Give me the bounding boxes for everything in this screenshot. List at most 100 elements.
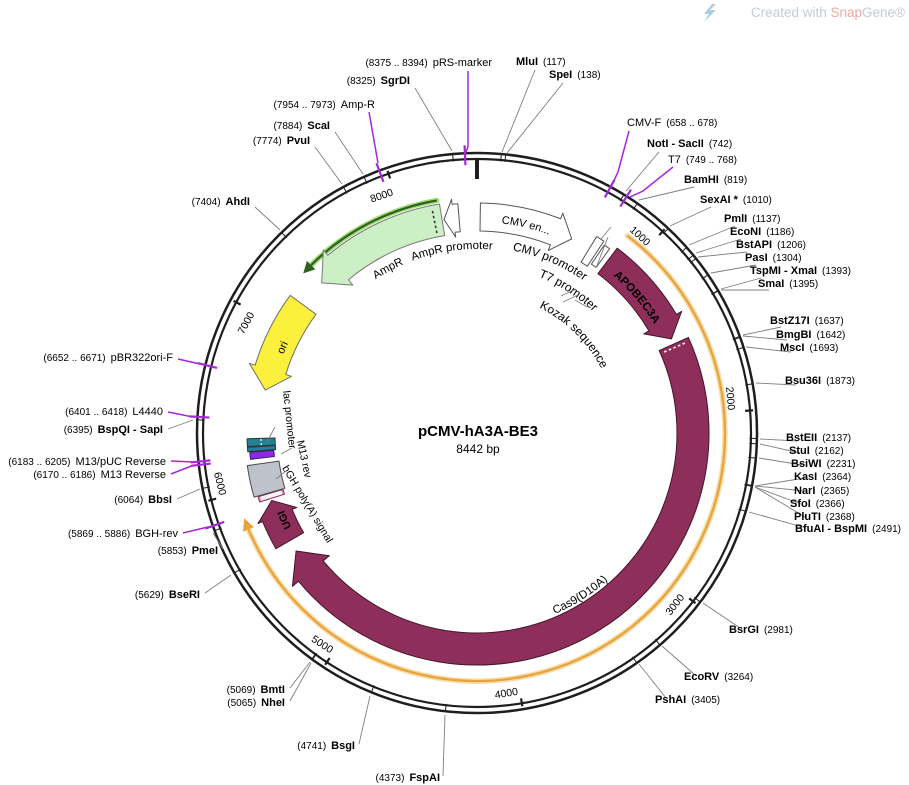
feature-apobec3a bbox=[597, 247, 683, 340]
enzyme-leader-line bbox=[754, 486, 802, 505]
site-label-pshai: PshAI (3405) bbox=[655, 694, 720, 706]
enzyme-site-tick bbox=[213, 527, 222, 532]
primer-leader-line bbox=[167, 411, 194, 418]
orf-fusion-line bbox=[247, 234, 727, 683]
scale-tick bbox=[324, 657, 331, 666]
primer-site-tick bbox=[204, 520, 225, 530]
primer-leader-line bbox=[464, 71, 469, 155]
leader-line bbox=[595, 236, 609, 269]
leader-line bbox=[574, 299, 588, 308]
site-label-pasi: PasI (1304) bbox=[745, 252, 802, 264]
site-label-bsrgi: BsrGI (2981) bbox=[729, 624, 793, 636]
enzyme-leader-line bbox=[758, 457, 803, 466]
site-label-sgrdi: (8325) SgrDI bbox=[347, 75, 410, 87]
enzyme-site-tick bbox=[693, 597, 701, 603]
scale-tick bbox=[658, 228, 666, 236]
enzyme-leader-line bbox=[748, 511, 807, 529]
enzyme-site-tick bbox=[662, 227, 669, 235]
orf-fusion-arrowhead bbox=[242, 518, 255, 532]
feature-ampr bbox=[321, 203, 446, 286]
site-label-bbsi: (6064) BbsI bbox=[114, 494, 172, 506]
site-label-bsgi: (4741) BsgI bbox=[297, 740, 355, 752]
enzyme-site-tick bbox=[363, 176, 368, 184]
site-labels: MluI (117)SpeI (138) CMV-F (658 .. 678) No… bbox=[8, 56, 901, 784]
feature-label-ori: ori bbox=[275, 339, 291, 355]
primer-leader-line bbox=[611, 130, 630, 186]
enzyme-leader-line bbox=[638, 186, 695, 201]
enzyme-leader-line bbox=[759, 443, 801, 454]
feature-pink-block-hatch bbox=[260, 490, 282, 498]
feature-cmv-enhancer bbox=[479, 202, 573, 251]
site-label-pmei: (5853) PmeI bbox=[158, 545, 218, 557]
leader-line bbox=[560, 288, 577, 297]
enzyme-site-tick bbox=[504, 153, 507, 162]
site-label-msci: MscI (1693) bbox=[780, 342, 838, 354]
enzyme-leader-line bbox=[661, 645, 696, 676]
scale-tick bbox=[688, 597, 697, 605]
enzyme-site-tick bbox=[280, 231, 288, 239]
primer-site-tick bbox=[197, 362, 218, 369]
enzyme-site-tick bbox=[311, 652, 317, 660]
scale-tick bbox=[208, 497, 217, 502]
enzyme-site-tick bbox=[654, 638, 661, 646]
enzyme-leader-line bbox=[720, 277, 762, 290]
plasmid-size: 8442 bp bbox=[456, 442, 500, 456]
enzyme-site-tick bbox=[736, 346, 745, 351]
site-label-m13-reverse: (6170 .. 6186) M13 Reverse bbox=[33, 469, 166, 481]
enzyme-leader-line bbox=[506, 82, 564, 154]
enzyme-site-tick bbox=[738, 508, 747, 512]
site-label-bspqi-sapi: (6395) BspQI - SapI bbox=[64, 424, 163, 436]
site-label-bsteii: BstEII (2137) bbox=[786, 432, 851, 444]
feature-label-m13-rev: M13 rev bbox=[294, 439, 314, 479]
site-label-sfoi: SfoI (2366) bbox=[790, 498, 845, 510]
site-label-fspai: (4373) FspAI bbox=[376, 772, 440, 784]
enzyme-leader-line bbox=[745, 346, 792, 353]
site-label-bstapi: BstAPI (1206) bbox=[736, 239, 806, 251]
orf-indicator-arcs bbox=[242, 197, 728, 684]
primer-leader-line bbox=[182, 526, 209, 534]
primer-site-tick bbox=[190, 462, 211, 467]
feature-label-kozak-sequence: Kozak sequence bbox=[538, 298, 612, 371]
primer-site-tick bbox=[375, 162, 385, 183]
leader-line bbox=[600, 226, 612, 240]
feature-ampr-promoter bbox=[443, 198, 461, 238]
enzyme-site-tick bbox=[748, 456, 757, 459]
enzyme-site-tick bbox=[632, 202, 638, 210]
junction-dash bbox=[663, 341, 687, 353]
site-label-econi: EcoNI (1186) bbox=[730, 226, 794, 238]
site-label-noti-sacii: NotI - SacII (742) bbox=[647, 138, 732, 150]
enzyme-leader-line bbox=[442, 714, 446, 777]
feature-bgh-polya-block bbox=[246, 460, 286, 498]
enzyme-site-tick bbox=[689, 257, 697, 264]
scale-tick-label: 8000 bbox=[369, 187, 395, 206]
site-label-pbr322ori-f: (6652 .. 6671) pBR322ori-F bbox=[43, 352, 173, 364]
scale-tick bbox=[386, 170, 392, 179]
site-label-bseri: (5629) BseRI bbox=[135, 589, 200, 601]
site-label-spei: SpeI (138) bbox=[549, 69, 601, 81]
site-label-ecorv: EcoRV (3264) bbox=[684, 671, 753, 683]
enzyme-leader-line bbox=[501, 69, 536, 153]
site-label-nari: NarI (2365) bbox=[794, 485, 849, 497]
site-label-kasi: KasI (2364) bbox=[794, 471, 851, 483]
feature-pink-block-hatch bbox=[260, 492, 283, 501]
backbone-inner-ring bbox=[201, 157, 753, 709]
feature-cas9-d10a bbox=[291, 336, 710, 666]
enzyme-site-tick bbox=[732, 335, 741, 340]
enzyme-site-tick bbox=[701, 274, 709, 280]
leader-line bbox=[280, 447, 293, 455]
backbone-outer-ring bbox=[195, 151, 759, 715]
site-label-cmv-f: CMV-F (658 .. 678) bbox=[627, 117, 717, 129]
site-label-prs-marker: (8375 .. 8394) pRS-marker bbox=[365, 57, 492, 69]
primer-leader-line bbox=[629, 166, 674, 198]
enzyme-leader-line bbox=[688, 225, 736, 246]
enzyme-site-tick bbox=[233, 568, 242, 574]
scale-tick-label: 4000 bbox=[494, 686, 519, 702]
site-label-nhei: (5065) NheI bbox=[227, 697, 285, 709]
watermark-brand-gene: Gene® bbox=[862, 5, 905, 20]
svg-text:Created with SnapGene®: Created with SnapGene® bbox=[751, 5, 905, 20]
enzyme-leader-line bbox=[167, 419, 194, 430]
primer-leader-line bbox=[170, 460, 195, 463]
enzyme-site-tick bbox=[632, 656, 638, 664]
